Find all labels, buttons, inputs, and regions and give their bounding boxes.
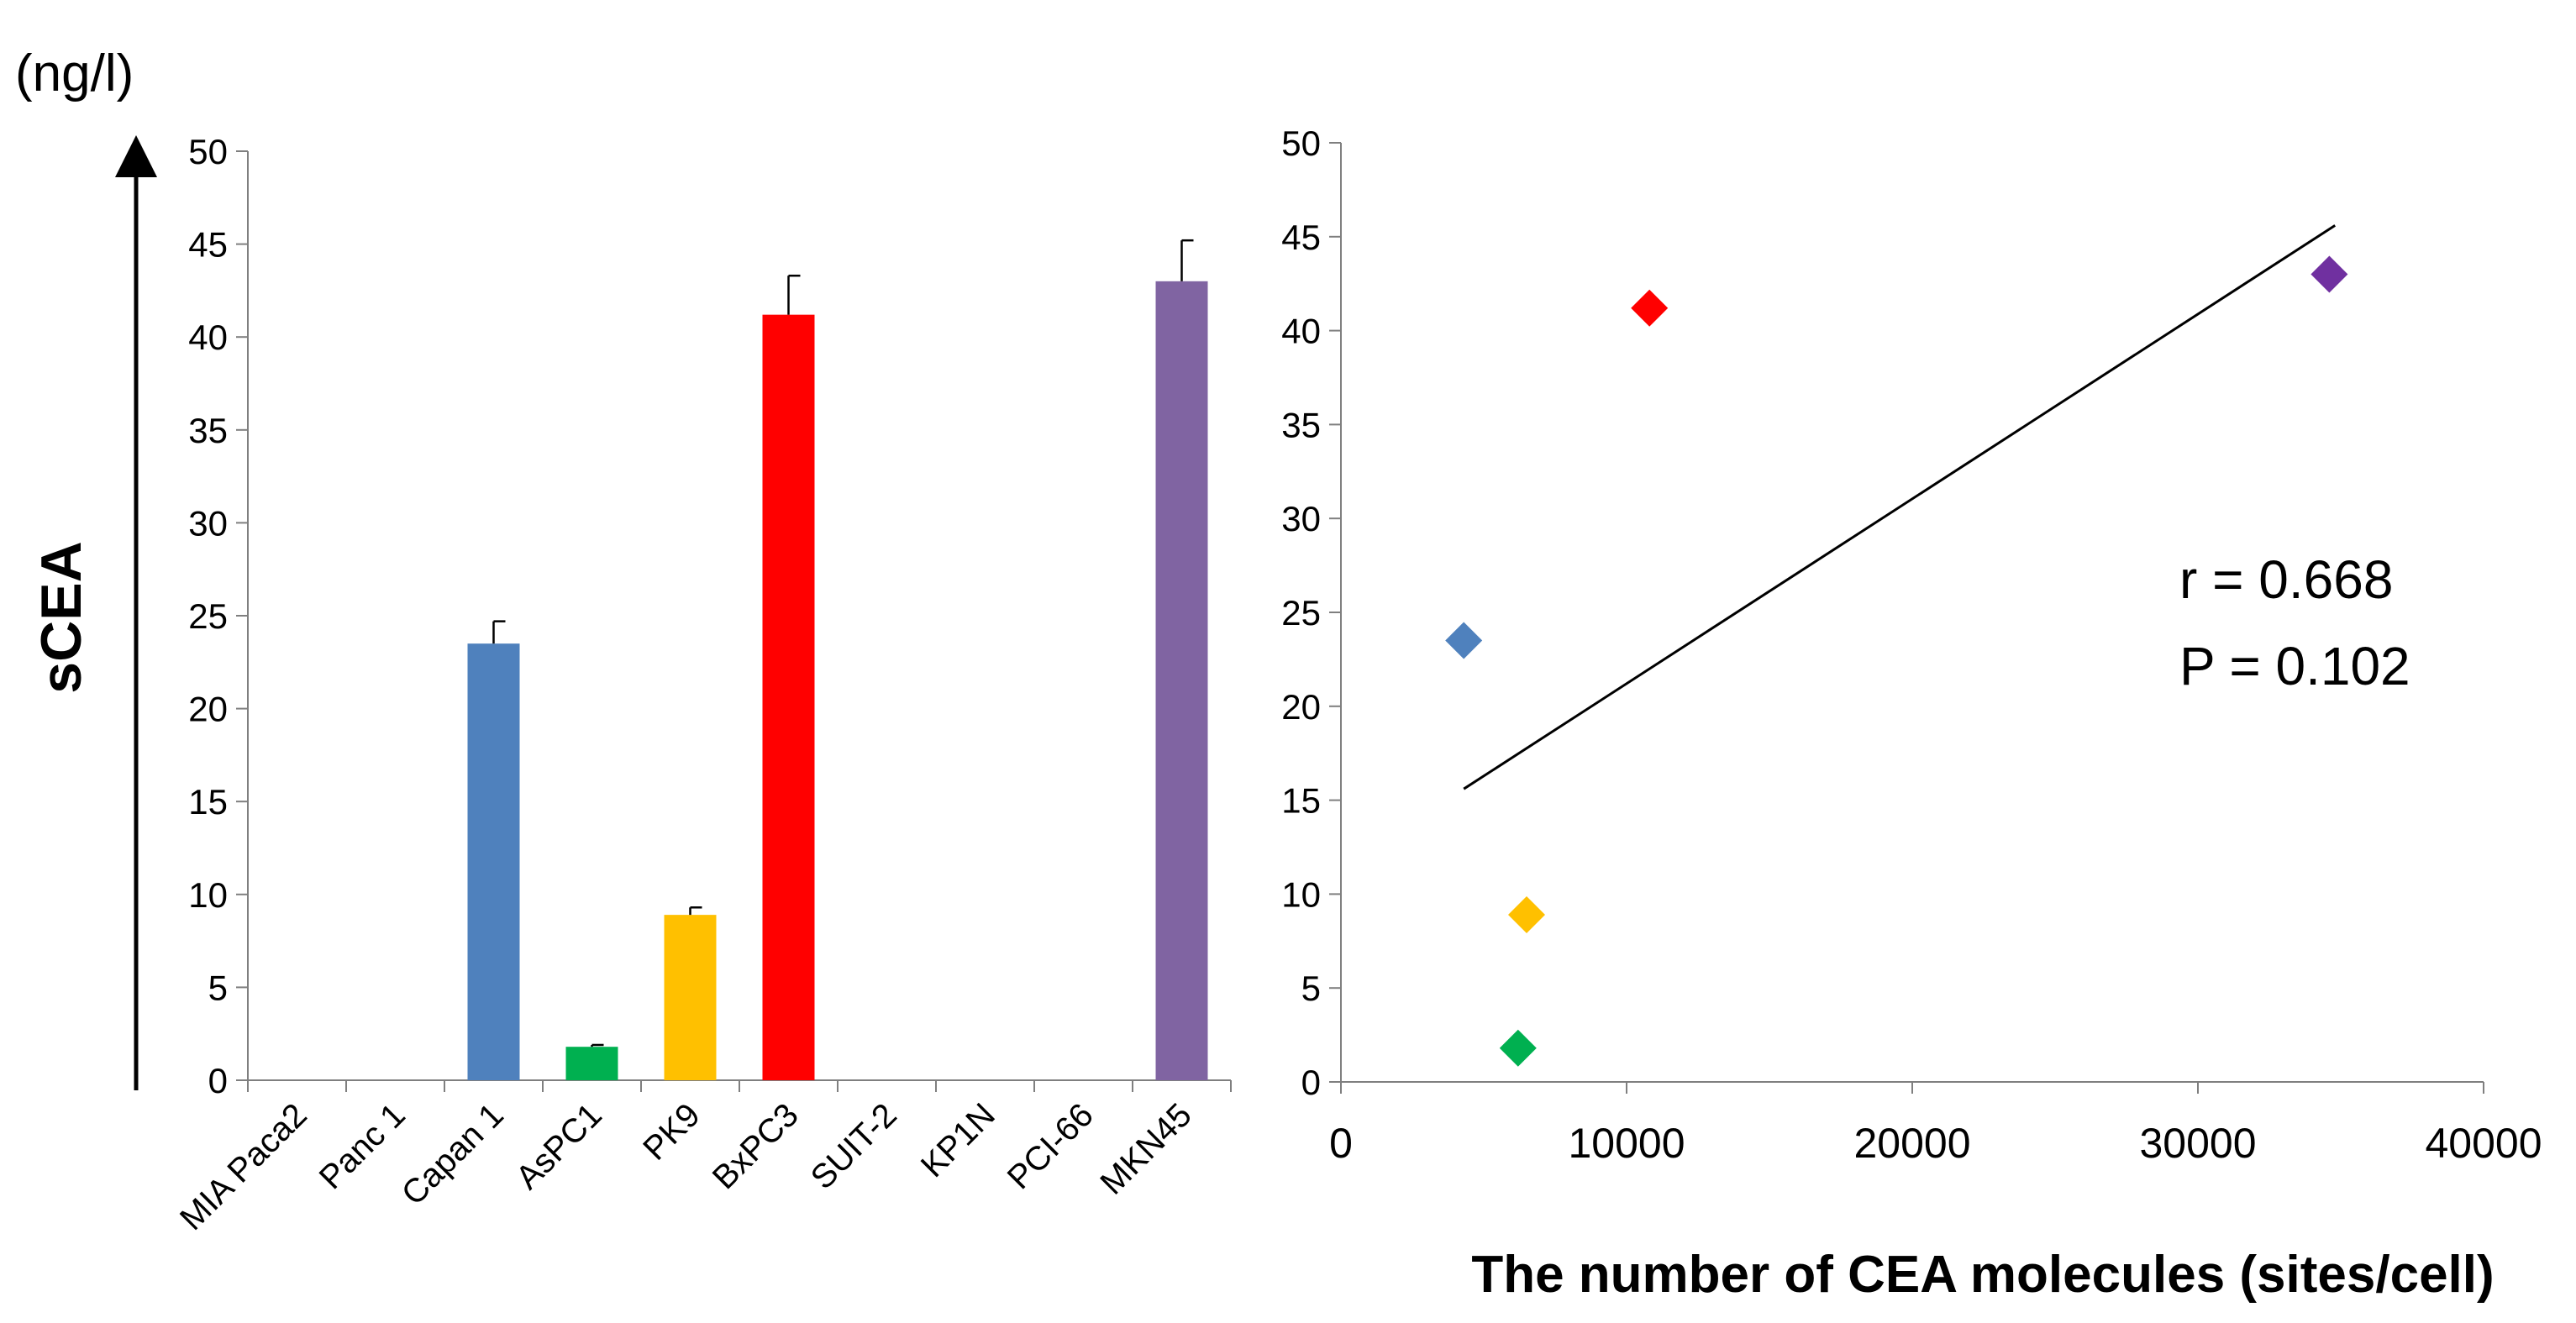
scatter-xtick-label: 20000 <box>1853 1120 1970 1167</box>
scatter-point <box>2311 255 2348 293</box>
scatter-xtick-label: 40000 <box>2425 1120 2542 1167</box>
scatter-xtick-label: 10000 <box>1568 1120 1685 1167</box>
scatter-ytick-label: 50 <box>1281 123 1321 163</box>
bar-pk9 <box>664 915 717 1080</box>
bar-ytick-label: 25 <box>188 596 228 636</box>
bar-ytick-label: 45 <box>188 225 228 265</box>
bar-category-label: KP1N <box>914 1096 1002 1184</box>
bar-category-label: Panc 1 <box>313 1096 413 1196</box>
bar-category-label: MKN45 <box>1093 1096 1198 1201</box>
scatter-xlabel: The number of CEA molecules (sites/cell) <box>1471 1246 2494 1304</box>
bar-ytick-label: 0 <box>208 1061 228 1100</box>
scatter-chart: 0 5 10 15 20 25 30 35 40 45 50 0 10000 20000 30000 400… <box>1281 123 2542 1304</box>
bar-ytick-label: 20 <box>188 690 228 729</box>
bar-category-label: PCI-66 <box>1001 1096 1101 1196</box>
scatter-ytick-label: 20 <box>1281 687 1321 727</box>
scatter-ytick-label: 35 <box>1281 405 1321 444</box>
bar-category-label: BxPC3 <box>706 1096 806 1196</box>
bar-ytick-label: 50 <box>188 132 228 171</box>
scatter-ytick-label: 10 <box>1281 874 1321 914</box>
unit-label: (ng/l) <box>15 45 134 102</box>
scatter-point <box>1499 1029 1537 1067</box>
scatter-xtick-label: 0 <box>1329 1120 1353 1167</box>
bar-ytick-label: 40 <box>188 318 228 357</box>
correlation-r: r = 0.668 <box>2179 549 2393 610</box>
scatter-ytick-label: 40 <box>1281 312 1321 351</box>
bar-ytick-label: 5 <box>208 968 228 1007</box>
correlation-p: P = 0.102 <box>2179 636 2410 696</box>
scatter-ytick-label: 30 <box>1281 499 1321 538</box>
bar-ytick-label: 35 <box>188 411 228 450</box>
scatter-point <box>1631 289 1669 327</box>
scatter-xtick-label: 30000 <box>2139 1120 2256 1167</box>
bar-category-label: PK9 <box>636 1096 707 1168</box>
bar-ytick-label: 10 <box>188 875 228 915</box>
bar-category-label: Capan 1 <box>395 1096 511 1212</box>
scatter-ytick-label: 45 <box>1281 218 1321 257</box>
bar-category-label: SUIT-2 <box>804 1096 904 1196</box>
bar-ytick-label: 30 <box>188 503 228 543</box>
scatter-ytick-label: 15 <box>1281 781 1321 821</box>
trendline <box>1463 224 2337 790</box>
scatter-ytick-label: 25 <box>1281 593 1321 633</box>
bar-ytick-label: 15 <box>188 782 228 822</box>
bar-aspc1 <box>565 1047 618 1080</box>
bar-category-label: AsPC1 <box>509 1096 609 1196</box>
scatter-ytick-label: 5 <box>1301 969 1321 1008</box>
scatter-ytick-label: 0 <box>1301 1063 1321 1102</box>
bar-bxpc3 <box>762 314 815 1080</box>
bar-capan-1 <box>467 643 520 1080</box>
bar-chart-ylabel: sCEA <box>29 541 93 693</box>
bar-category-label: MIA Paca2 <box>173 1096 314 1237</box>
scatter-point <box>1445 622 1483 659</box>
bar-mkn45 <box>1155 281 1208 1081</box>
scatter-point <box>1508 895 1545 933</box>
